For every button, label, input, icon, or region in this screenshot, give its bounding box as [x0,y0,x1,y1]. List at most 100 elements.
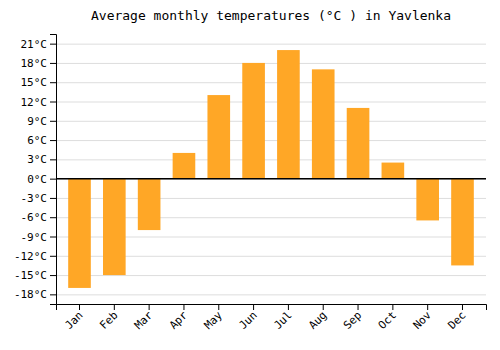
x-tick-label: Feb [97,309,120,332]
grid-tick [56,121,486,122]
y-tick-mark [50,82,56,83]
y-tick-mark [50,217,56,218]
y-tick-mark [50,198,56,199]
y-tick-label: 18°C [21,57,48,70]
x-tick: Jan [62,304,85,332]
bar [138,179,161,230]
y-tick-mark [50,237,56,238]
bar [312,69,335,178]
x-tick: Jun [236,304,259,332]
x-tick-mark [288,304,289,310]
grid-tick [56,294,486,295]
chart-container: -18°C -15°C -12°C -9°C -6°C -3°C 0°C 3°C 6°C 9°C 1… [0,0,500,350]
chart-svg: -18°C -15°C -12°C -9°C -6°C -3°C 0°C 3°C 6°C 9°C 1… [0,0,500,350]
x-tick-label: Jan [62,309,85,332]
x-tick-label: Jun [236,309,259,332]
grid-tick [56,159,486,160]
bar [173,153,196,179]
y-tick: 18°C [21,57,57,70]
grid-line [56,275,486,276]
y-tick: 3°C [27,153,56,166]
x-tick-label: Sep [341,309,364,332]
y-tick: 12°C [21,96,57,109]
x-tick-mark [149,304,150,310]
y-tick: 6°C [27,134,56,147]
grid-tick [56,82,486,83]
grid-tick [56,63,486,64]
x-tick-mark [323,304,324,310]
x-tick: Sep [341,304,364,332]
x-tick-label: Apr [167,308,191,332]
title: Average monthly temperatures (°C ) in Ya… [91,8,451,23]
x-tick-mark [183,304,184,310]
grid-line [56,294,486,295]
x-tick-label: Jul [271,309,294,332]
y-tick-label: 0°C [27,173,47,186]
y-tick-mark [50,275,56,276]
y-axis-line [50,35,57,305]
x-tick-mark [392,304,393,310]
y-tick-label: -6°C [21,211,48,224]
y-tick: -9°C [21,231,57,244]
x-tick-label: Nov [411,308,435,332]
grid-tick [56,140,486,141]
y-tick-label: -12°C [14,250,47,263]
x-tick: Nov [411,304,435,332]
grid-line [56,82,486,83]
grid-line [56,159,486,160]
y-tick: 0°C [27,173,56,186]
x-tick-mark [114,304,115,310]
x-tick-label: May [202,308,226,332]
grid-line [56,102,486,103]
x-tick-mark [358,304,359,310]
bar [207,95,230,179]
y-tick-mark [50,121,56,122]
x-tick: Jul [271,304,294,332]
y-tick-label: -9°C [21,231,48,244]
bar [416,179,439,221]
bar [103,179,126,275]
y-tick-label: -18°C [14,288,47,301]
x-tick: Feb [97,304,120,332]
y-tick-mark [50,102,56,103]
y-tick: -18°C [14,288,56,301]
y-tick-label: 21°C [21,38,48,51]
y-tick-label: 3°C [27,153,47,166]
x-tick: Dec [445,304,468,332]
grid-tick [56,275,486,276]
y-tick-mark [50,159,56,160]
y-tick: -6°C [21,211,57,224]
grid-line [56,140,486,141]
y-tick: 21°C [21,38,57,51]
y-tick: -3°C [21,192,57,205]
y-tick: -12°C [14,250,56,263]
x-tick-mark [253,304,254,310]
y-tick-mark [50,44,56,45]
y-tick: 9°C [27,115,56,128]
grid-tick [56,102,486,103]
grid-line [56,121,486,122]
bar [68,179,91,288]
y-tick-label: 15°C [21,76,48,89]
y-axis: -18°C -15°C -12°C -9°C -6°C -3°C 0°C 3°C 6°C 9°C 1… [14,35,57,305]
bar [242,63,265,179]
grid [56,44,486,295]
x-axis-line [57,305,487,311]
y-tick-mark [50,294,56,295]
x-tick-mark [462,304,463,310]
y-tick: -15°C [14,269,56,282]
x-tick: May [202,304,226,332]
y-tick-mark [50,140,56,141]
plot-area: -18°C -15°C -12°C -9°C -6°C -3°C 0°C 3°C 6°C 9°C 1… [14,35,487,332]
bar [451,179,474,266]
x-axis: JanFebMarAprMayJunJulAugSepOctNovDec [57,304,487,332]
x-tick-label: Oct [376,309,399,332]
x-tick-mark [218,304,219,310]
y-tick-mark [50,63,56,64]
y-tick: 15°C [21,76,57,89]
y-tick-label: -15°C [14,269,47,282]
y-tick-mark [50,179,56,180]
y-tick-label: 6°C [27,134,47,147]
bars [68,50,474,288]
y-tick-label: -3°C [21,192,48,205]
